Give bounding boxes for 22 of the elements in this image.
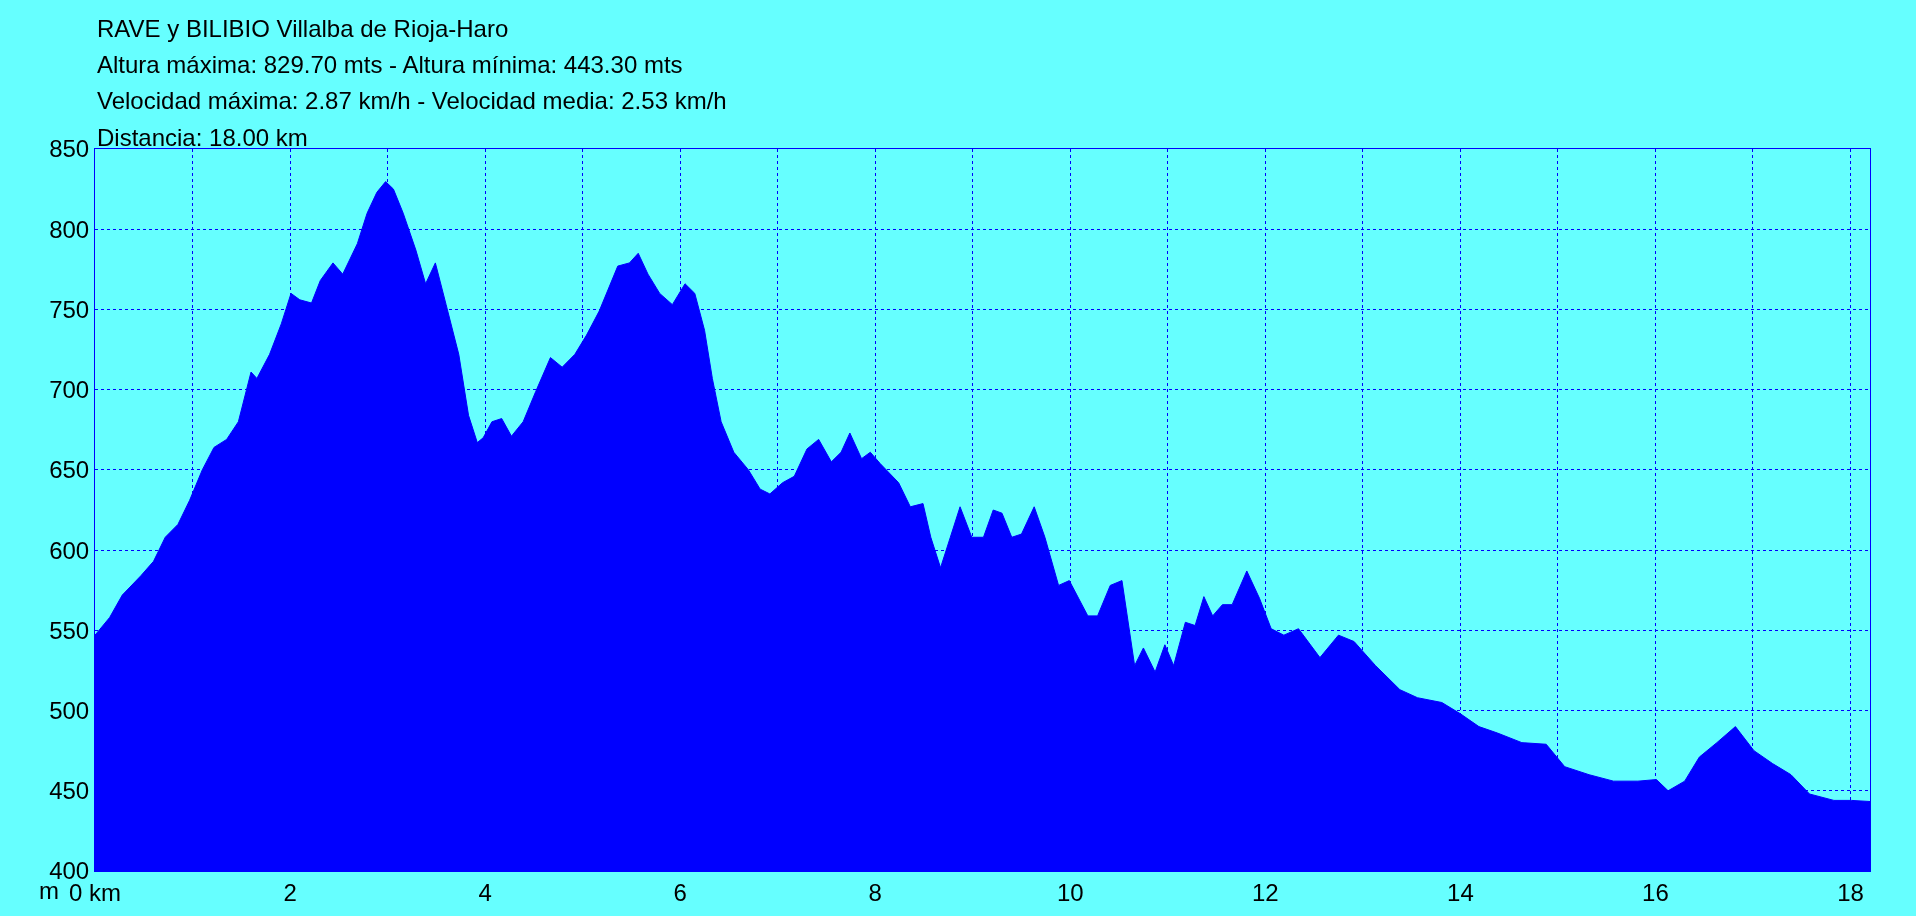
y-tick-label: 500: [49, 696, 90, 724]
y-tick-label: 700: [49, 376, 90, 404]
y-tick-label: 550: [49, 616, 90, 644]
x-tick-label: 2: [283, 878, 297, 906]
y-tick-label: 450: [49, 777, 90, 805]
y-tick-label: 800: [49, 215, 90, 243]
y-tick-label: 650: [49, 456, 90, 484]
x-tick-label: 4: [478, 878, 492, 906]
chart-title: RAVE y BILIBIO Villalba de Rioja-Haro: [97, 15, 509, 42]
text: Velocidad máxima: 2.87 km/h - Velocidad media: 2.53 km/h: [97, 87, 727, 114]
x-tick-label: 10: [1056, 878, 1084, 906]
y-tick-label: 750: [49, 295, 90, 323]
x-tick-label: 8: [868, 878, 882, 906]
y-tick-label: 850: [49, 135, 90, 163]
x-tick-label: 12: [1251, 878, 1279, 906]
annotation: Distancia: 18.00 km: [97, 124, 308, 151]
x-tick-label: 16: [1642, 878, 1669, 906]
x-tick-label: 18: [1837, 878, 1864, 906]
y-tick-label: 600: [49, 536, 90, 564]
text: Altura máxima: 829.70 mts - Altura mínima: 443.30 mts: [97, 51, 683, 78]
x-tick-label: 6: [673, 878, 687, 906]
x-tick-label: 14: [1447, 878, 1474, 906]
